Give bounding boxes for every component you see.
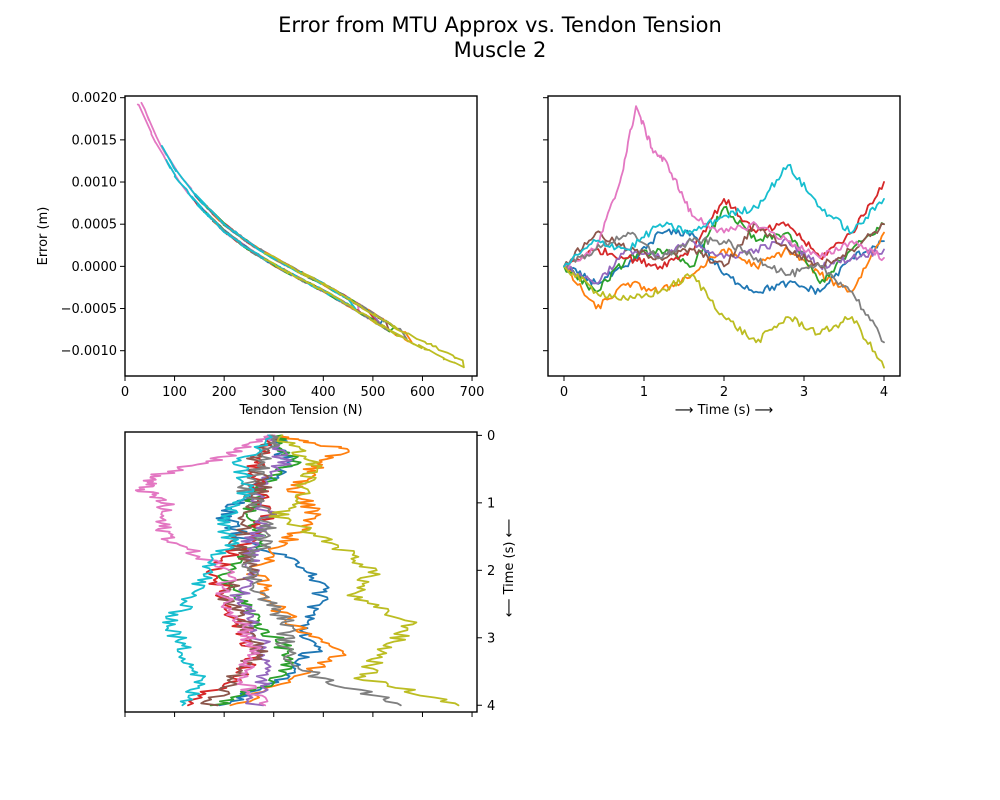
figure-title-line2: Muscle 2 — [454, 38, 547, 62]
error-vs-tension-panel: 0 100 200 300 400 500 600 700 −0.0010 −0.0005 0.00… — [36, 91, 484, 418]
y-tick-label: −0.0005 — [61, 302, 117, 317]
x-tick-label: 4 — [880, 385, 888, 400]
x-tick-label: 200 — [212, 385, 237, 400]
y-tick-label: 0.0015 — [72, 133, 118, 148]
error-vs-time-series-7 — [563, 231, 885, 344]
y-tick-label: −0.0010 — [61, 344, 117, 359]
x-tick-label: 0 — [121, 385, 129, 400]
x-axis-label: ⟶ Time (s) ⟶ — [675, 403, 773, 418]
x-tick-label: 0 — [560, 385, 568, 400]
y-axis-label: Error (m) — [36, 207, 51, 266]
error-vs-tension-series-8 — [161, 145, 357, 310]
x-tick-label: 400 — [311, 385, 336, 400]
x-tick-label: 500 — [360, 385, 385, 400]
tension-vs-time-series-6 — [134, 434, 276, 707]
x-tick-label: 700 — [460, 385, 485, 400]
tension-vs-time-series-9 — [162, 434, 273, 707]
x-tick-label: 100 — [162, 385, 187, 400]
x-axis-label: Tendon Tension (N) — [238, 403, 362, 418]
error-vs-time-panel: 0 1 2 3 4 ⟶ Time (s) ⟶ — [543, 95, 901, 418]
x-tick-label: 1 — [640, 385, 648, 400]
error-vs-tension-axes-frame — [124, 95, 478, 377]
error-vs-time-series-5 — [563, 222, 885, 269]
error-vs-time-series-4 — [563, 237, 885, 285]
error-vs-time-series-6 — [563, 105, 885, 269]
error-vs-time-series-9 — [563, 163, 885, 268]
tension-vs-time-series-7 — [236, 434, 402, 707]
y-tick-label: 0.0000 — [72, 260, 118, 275]
error-vs-tension-series-9 — [263, 252, 465, 369]
y-tick-label: 4 — [487, 699, 495, 714]
y-tick-label: 0 — [487, 429, 495, 444]
y-tick-label: 1 — [487, 496, 495, 511]
y-tick-label: 2 — [487, 564, 495, 579]
x-tick-label: 600 — [410, 385, 435, 400]
tension-vs-time-series-8 — [268, 434, 460, 707]
x-tick-label: 3 — [800, 385, 808, 400]
tension-vs-time-series-4 — [229, 434, 293, 707]
y-tick-label: 0.0005 — [72, 218, 118, 233]
figure-title-line1: Error from MTU Approx vs. Tendon Tension — [278, 13, 722, 37]
x-tick-label: 2 — [720, 385, 728, 400]
error-vs-time-series-1 — [563, 231, 885, 310]
y-tick-label: 0.0020 — [72, 91, 118, 106]
y-axis-label: ⟵ Time (s) ⟵ — [502, 519, 517, 617]
x-tick-label: 300 — [261, 385, 286, 400]
tension-vs-time-panel: 0 1 2 3 4 ⟵ Time (s) ⟵ — [124, 429, 517, 717]
y-tick-label: 3 — [487, 631, 495, 646]
error-vs-time-series-8 — [563, 265, 885, 369]
y-tick-label: 0.0010 — [72, 176, 118, 191]
tension-vs-time-axes-frame — [124, 431, 478, 713]
